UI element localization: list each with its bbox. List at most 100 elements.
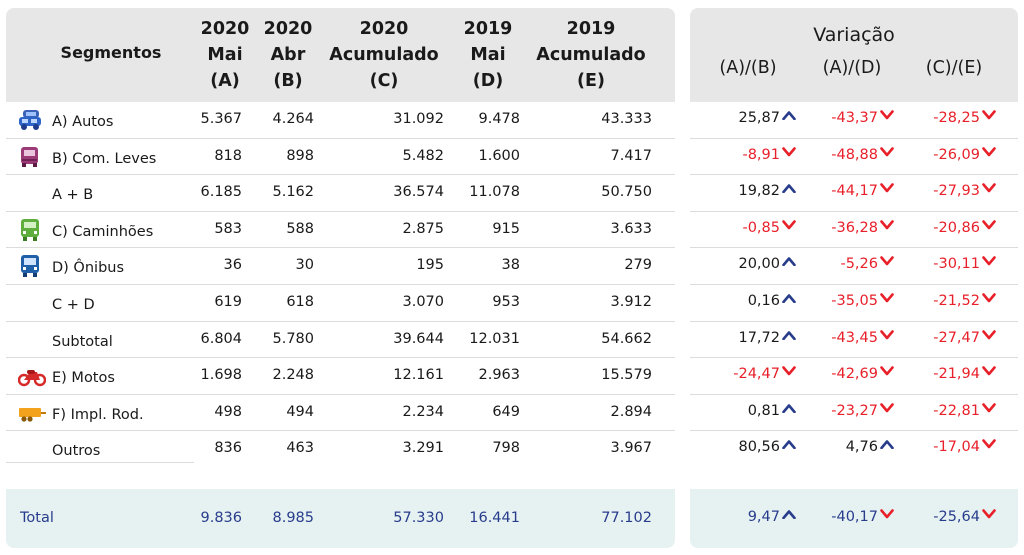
- row-label: F) Impl. Rod.: [52, 406, 144, 423]
- variation-value: -36,28: [831, 219, 878, 236]
- row-value: 5.482: [402, 147, 444, 164]
- variation-value: 20,00: [738, 256, 780, 273]
- arrow-down-icon: [980, 402, 996, 419]
- variation-row: -0,85 -36,28 -20,86: [690, 212, 1018, 249]
- row-value: 818: [214, 147, 242, 164]
- arrow-down-icon: [878, 183, 894, 199]
- header-segmentos: Segmentos: [60, 43, 162, 62]
- arrow-down-icon: [980, 219, 996, 236]
- row-value: 31.092: [393, 111, 444, 127]
- total-var-ad: -40,17: [806, 501, 894, 538]
- row-divider: [6, 320, 675, 322]
- variation-value: -0,85: [742, 219, 780, 236]
- variation-row: -24,47 -42,69 -21,94: [690, 358, 1018, 395]
- header-col-a: 2020 Mai (A): [200, 19, 250, 91]
- row-value: 953: [492, 294, 520, 310]
- table-row: C + D 619 618 3.070 953 3.912: [6, 285, 675, 322]
- row-value: 9.478: [478, 111, 520, 127]
- total-c: 57.330: [393, 510, 444, 526]
- variation-cell: -35,05: [806, 285, 894, 322]
- variation-cell: -43,45: [806, 322, 894, 359]
- total-row: Total 9.836 8.985 57.330 16.441 77.102: [6, 489, 675, 548]
- variation-row: 25,87 -43,37 -28,25: [690, 102, 1018, 139]
- row-value: 36: [223, 257, 242, 274]
- row-label: A + B: [52, 187, 94, 204]
- variation-value: 0,16: [747, 293, 780, 309]
- row-value: 12.161: [393, 367, 444, 384]
- variation-value: 80,56: [738, 439, 780, 456]
- variation-cell: -8,91: [710, 139, 796, 176]
- row-value: 6.804: [200, 330, 242, 347]
- row-value: 39.644: [393, 330, 444, 347]
- variation-value: 25,87: [738, 110, 780, 126]
- variation-row: 80,56 4,76 -17,04: [690, 431, 1018, 468]
- car-icon: [18, 109, 46, 131]
- variation-cell: -0,85: [710, 212, 796, 249]
- table-row: D) Ônibus 36 30 195 38 279: [6, 248, 675, 285]
- arrow-down-icon: [980, 439, 996, 455]
- variation-cell: -20,86: [904, 212, 996, 249]
- variation-value: -30,11: [933, 256, 980, 273]
- total-label: Total: [20, 510, 54, 526]
- variation-cell: -42,69: [806, 358, 894, 395]
- row-value: 36.574: [393, 184, 444, 201]
- total-e: 77.102: [601, 510, 652, 526]
- row-value: 649: [492, 403, 520, 420]
- arrow-down-icon: [980, 366, 996, 382]
- variacao-title: Variação: [813, 24, 895, 46]
- var-col-ad: (A)/(D): [822, 58, 882, 78]
- arrow-up-icon: [780, 256, 796, 272]
- variation-value: -35,05: [831, 293, 878, 309]
- arrow-up-icon: [780, 293, 796, 309]
- arrow-down-icon: [980, 146, 996, 163]
- variation-value: -27,93: [933, 183, 980, 200]
- row-value: 12.031: [469, 330, 520, 347]
- variation-value: -17,04: [933, 439, 980, 456]
- row-divider: [6, 357, 675, 359]
- table-row: B) Com. Leves 818 898 5.482 1.600 7.417: [6, 139, 675, 176]
- variation-cell: -23,27: [806, 395, 894, 432]
- row-label: D) Ônibus: [52, 260, 125, 277]
- table-row: A + B 6.185 5.162 36.574 11.078 50.750: [6, 175, 675, 212]
- row-value: 898: [286, 147, 314, 164]
- arrow-down-icon: [878, 366, 894, 382]
- row-divider: [690, 283, 1018, 285]
- row-divider: [6, 283, 675, 285]
- row-value: 798: [492, 440, 520, 457]
- variation-cell: 0,16: [710, 285, 796, 322]
- variation-row: -8,91 -48,88 -26,09: [690, 139, 1018, 176]
- row-value: 11.078: [469, 184, 520, 201]
- variation-cell: 17,72: [710, 322, 796, 359]
- row-value: 6.185: [200, 184, 242, 201]
- variation-cell: -17,04: [904, 431, 996, 468]
- arrow-up-icon: [780, 183, 796, 199]
- variation-value: -24,47: [733, 366, 780, 383]
- arrow-down-icon: [980, 329, 996, 346]
- variation-row: 19,82 -44,17 -27,93: [690, 175, 1018, 212]
- van-icon: [18, 146, 46, 168]
- row-label: Subtotal: [52, 333, 113, 350]
- variation-value: 17,72: [738, 329, 780, 346]
- arrow-down-icon: [878, 110, 894, 126]
- table-row: E) Motos 1.698 2.248 12.161 2.963 15.579: [6, 358, 675, 395]
- row-value: 1.698: [200, 367, 242, 384]
- variation-value: -23,27: [831, 402, 878, 419]
- variation-value: -43,37: [831, 110, 878, 126]
- variation-value: 9,47: [747, 509, 780, 525]
- row-divider: [690, 137, 1018, 139]
- arrow-down-icon: [878, 146, 894, 163]
- variation-value: -48,88: [831, 146, 878, 163]
- variation-value: 0,81: [747, 402, 780, 419]
- variation-cell: -43,37: [806, 102, 894, 139]
- header-col-c: 2020 Acumulado (C): [329, 19, 439, 91]
- variation-cell: -48,88: [806, 139, 894, 176]
- variation-row: 0,16 -35,05 -21,52: [690, 285, 1018, 322]
- arrow-up-icon: [780, 439, 796, 455]
- row-divider: [6, 137, 675, 139]
- arrow-down-icon: [878, 219, 894, 236]
- arrow-up-icon: [780, 509, 796, 525]
- row-value: 5.780: [272, 330, 314, 347]
- row-divider: [690, 247, 1018, 249]
- variation-header: Variação (A)/(B) (A)/(D) (C)/(E): [690, 8, 1018, 102]
- row-value: 3.070: [402, 294, 444, 310]
